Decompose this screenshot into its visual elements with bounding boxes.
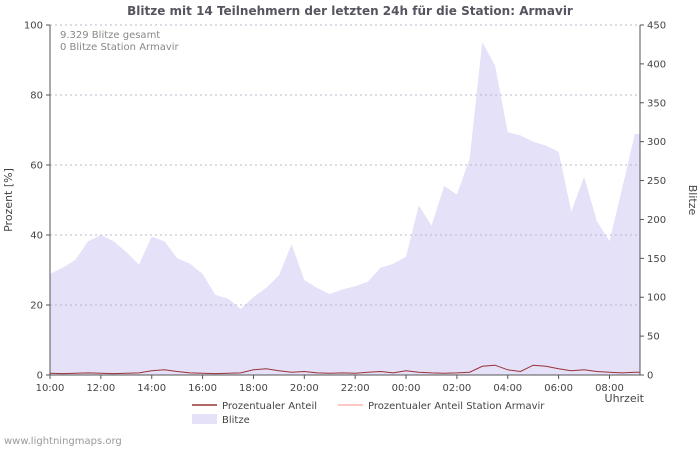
x-tick-label: 08:00: [595, 383, 624, 394]
y-tick-label-left: 60: [30, 161, 43, 172]
y-tick-label-right: 150: [647, 254, 666, 265]
x-tick-label: 16:00: [188, 383, 217, 394]
x-tick-label: 12:00: [86, 383, 115, 394]
watermark: www.lightningmaps.org: [4, 436, 122, 447]
annotation-total-blitze: 9.329 Blitze gesamt: [60, 30, 160, 41]
y-tick-label-right: 0: [647, 371, 653, 382]
x-tick-label: 20:00: [290, 383, 319, 394]
y-axis-label-right: Blitze: [686, 185, 699, 216]
y-tick-label-right: 450: [647, 21, 666, 32]
legend-label-blitze: Blitze: [222, 415, 250, 426]
y-tick-label-right: 100: [647, 293, 666, 304]
y-tick-label-left: 0: [37, 371, 43, 382]
y-tick-label-left: 20: [30, 301, 43, 312]
y-axis-label-left: Prozent [%]: [2, 168, 15, 232]
x-tick-label: 10:00: [36, 383, 65, 394]
x-tick-label: 04:00: [493, 383, 522, 394]
y-tick-label-right: 300: [647, 137, 666, 148]
legend-label-anteil-station: Prozentualer Anteil Station Armavir: [368, 401, 545, 412]
x-axis-label: Uhrzeit: [605, 392, 645, 405]
y-tick-label-right: 350: [647, 98, 666, 109]
y-tick-label-right: 50: [647, 332, 660, 343]
y-tick-label-right: 400: [647, 59, 666, 70]
plot-area: 0 20 40 60 80 100 0 50 100 150 200 250 300 350 400 450 1…: [24, 21, 666, 395]
x-tick-label: 00:00: [392, 383, 421, 394]
y-tick-label-left: 100: [24, 21, 43, 32]
y-tick-label-right: 200: [647, 215, 666, 226]
annotation-station-blitze: 0 Blitze Station Armavir: [60, 42, 180, 53]
line-series: [49, 364, 640, 375]
chart-legend: Prozentualer Anteil Prozentualer Anteil …: [192, 401, 545, 426]
x-tick-label: 02:00: [442, 383, 471, 394]
legend-label-prozentualer-anteil: Prozentualer Anteil: [222, 401, 317, 412]
x-tick-label: 22:00: [341, 383, 370, 394]
y-tick-label-right: 250: [647, 176, 666, 187]
x-tick-label: 18:00: [239, 383, 268, 394]
x-tick-label: 14:00: [137, 383, 166, 394]
y-tick-label-left: 40: [30, 231, 43, 242]
y-tick-label-left: 80: [30, 91, 43, 102]
legend-swatch-blitze: [192, 414, 217, 424]
area-series-blitze: [50, 42, 640, 375]
chart-title: Blitze mit 14 Teilnehmern der letzten 24…: [127, 4, 573, 18]
x-tick-label: 06:00: [544, 383, 573, 394]
